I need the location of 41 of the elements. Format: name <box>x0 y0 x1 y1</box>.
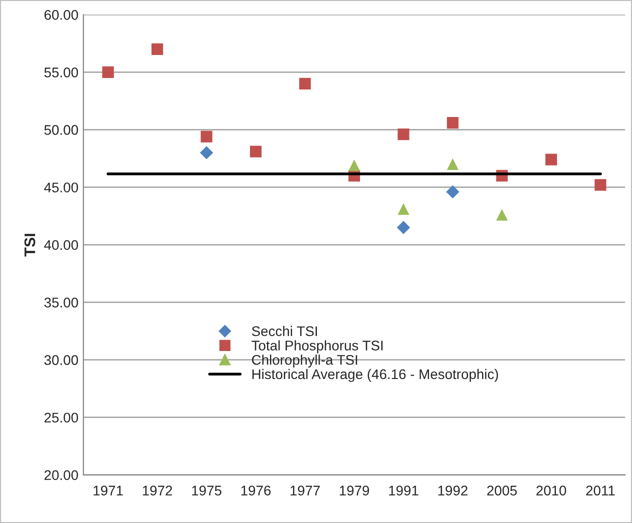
x-tick-label: 1975 <box>192 486 222 496</box>
x-tick-label: 1979 <box>340 486 370 496</box>
y-tick-label: 50.00 <box>44 125 78 135</box>
y-tick-label: 20.00 <box>44 470 78 480</box>
y-tick-label: 25.00 <box>44 412 78 423</box>
x-tick-label: 1991 <box>389 486 418 496</box>
point <box>545 154 557 166</box>
y-axis-title: TSI <box>24 234 36 256</box>
x-tick-label: 2010 <box>536 486 566 496</box>
y-tick-label: 40.00 <box>44 240 78 250</box>
y-tick-label: 60.00 <box>44 10 78 20</box>
x-tick-label: 1977 <box>290 486 320 496</box>
point <box>200 146 214 160</box>
point <box>396 220 410 234</box>
legend-label: Total Phosphorus TSI <box>252 340 383 354</box>
point <box>446 185 460 198</box>
x-tick-label: 1972 <box>142 486 172 496</box>
point <box>398 128 410 140</box>
point <box>200 130 212 142</box>
x-tick-label: 2011 <box>586 486 615 496</box>
y-tick-label: 45.00 <box>44 182 78 192</box>
point <box>299 78 311 90</box>
legend-label: Chlorophyll-a TSI <box>252 354 358 368</box>
point <box>446 116 459 129</box>
legend-label: Historical Average (46.16 - Mesotrophic) <box>252 368 498 382</box>
point <box>348 160 360 172</box>
point <box>496 209 508 221</box>
x-tick-label: 1976 <box>241 486 271 496</box>
y-tick-label: 55.00 <box>44 68 78 78</box>
point <box>102 66 114 78</box>
point <box>398 203 410 215</box>
x-tick-label: 1992 <box>438 486 468 496</box>
x-tick-label: 1971 <box>94 486 123 496</box>
point <box>446 158 459 170</box>
point <box>151 43 164 55</box>
point <box>594 179 606 191</box>
point <box>250 146 262 158</box>
legend-label: Secchi TSI <box>252 326 317 336</box>
x-tick-label: 2005 <box>487 486 517 496</box>
y-tick-label: 35.00 <box>44 298 78 308</box>
y-tick-label: 30.00 <box>44 355 78 365</box>
